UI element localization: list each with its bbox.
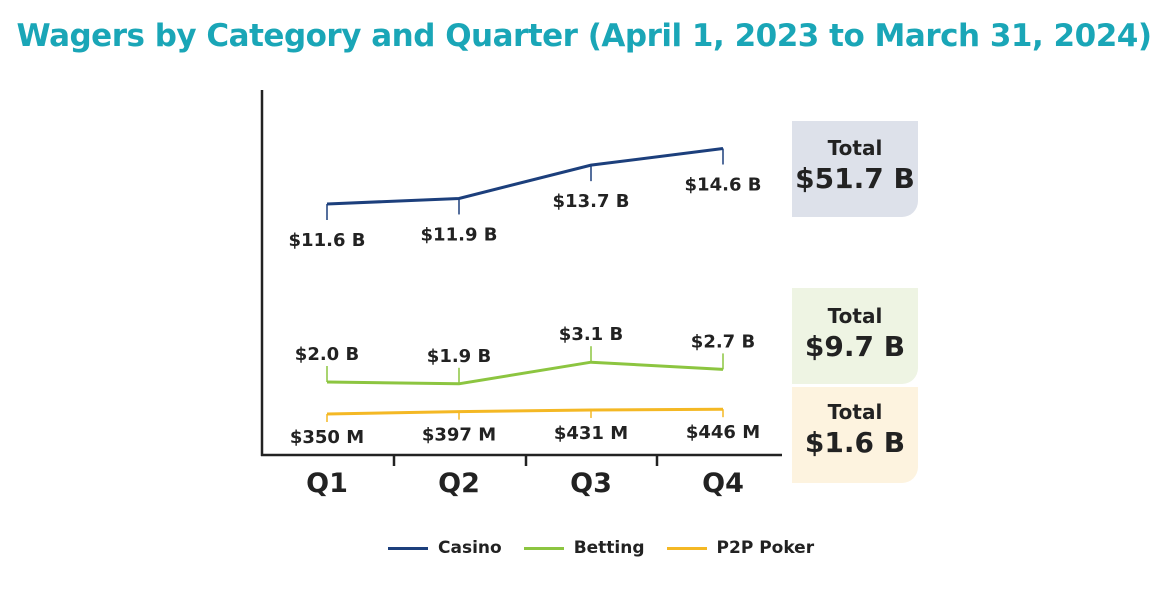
data-label: $14.6 B: [685, 175, 762, 196]
legend-swatch: [523, 546, 564, 550]
x-tick-label: Q1: [306, 468, 348, 499]
total-value: $1.6 B: [804, 426, 906, 459]
data-label: $431 M: [554, 423, 628, 444]
total-label: Total: [827, 304, 883, 328]
data-label: $11.6 B: [289, 230, 366, 251]
legend-swatch: [388, 546, 428, 550]
series-betting: $2.0 B $1.9 B $3.1 B $2.7 B: [295, 324, 755, 386]
legend-item-poker: P2P Poker: [666, 538, 815, 558]
legend-item-casino: Casino: [388, 538, 502, 558]
total-box-betting: Total $9.7 B: [792, 288, 918, 384]
x-tick-label: Q2: [438, 468, 480, 499]
legend: Casino Betting P2P Poker: [388, 538, 814, 558]
total-label: Total: [827, 400, 883, 424]
total-box-casino: Total $51.7 B: [792, 121, 918, 217]
legend-label: Casino: [438, 538, 502, 558]
chart-title: Wagers by Category and Quarter (April 1,…: [16, 18, 1152, 54]
data-label: $13.7 B: [553, 191, 630, 212]
total-value: $51.7 B: [795, 162, 915, 195]
data-label: $3.1 B: [559, 324, 623, 345]
series-line: [326, 360, 724, 386]
data-label: $350 M: [290, 427, 364, 448]
series-p2p-poker: $350 M $397 M $431 M $446 M: [290, 407, 760, 448]
legend-item-betting: Betting: [523, 538, 645, 558]
data-label: $1.9 B: [427, 346, 491, 367]
total-label: Total: [827, 136, 883, 160]
legend-label: P2P Poker: [716, 538, 815, 558]
x-tick-label: Q4: [702, 468, 744, 499]
series-line: [326, 407, 724, 416]
data-label: $11.9 B: [421, 224, 498, 245]
total-value: $9.7 B: [804, 330, 906, 363]
x-tick-label: Q3: [570, 468, 612, 499]
total-box-poker: Total $1.6 B: [792, 387, 918, 483]
legend-swatch: [666, 546, 707, 550]
data-label: $446 M: [686, 422, 760, 443]
series-casino: $11.6 B $11.9 B $13.7 B $14.6 B: [289, 147, 762, 251]
legend-label: Betting: [573, 538, 645, 558]
data-label: $2.7 B: [691, 331, 755, 352]
series-line: [326, 147, 724, 206]
data-label: $2.0 B: [295, 344, 359, 365]
data-label: $397 M: [422, 425, 496, 446]
